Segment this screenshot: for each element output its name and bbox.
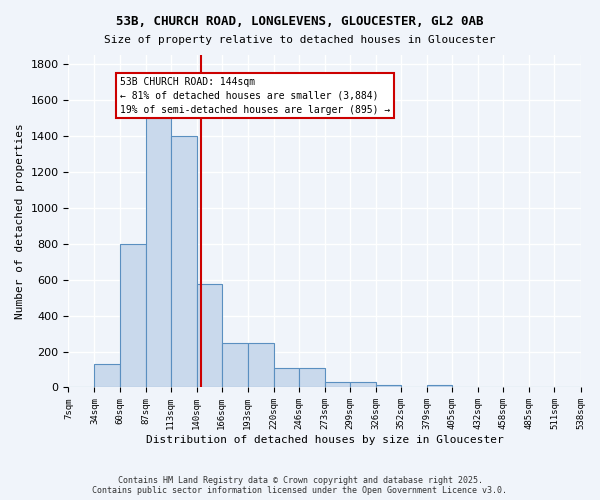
Text: Size of property relative to detached houses in Gloucester: Size of property relative to detached ho… <box>104 35 496 45</box>
Bar <box>376 385 401 388</box>
Bar <box>274 368 299 388</box>
Text: Contains HM Land Registry data © Crown copyright and database right 2025.
Contai: Contains HM Land Registry data © Crown c… <box>92 476 508 495</box>
Bar <box>146 118 170 388</box>
Text: 53B, CHURCH ROAD, LONGLEVENS, GLOUCESTER, GL2 0AB: 53B, CHURCH ROAD, LONGLEVENS, GLOUCESTER… <box>116 15 484 28</box>
X-axis label: Distribution of detached houses by size in Gloucester: Distribution of detached houses by size … <box>146 435 503 445</box>
Text: 53B CHURCH ROAD: 144sqm
← 81% of detached houses are smaller (3,884)
19% of semi: 53B CHURCH ROAD: 144sqm ← 81% of detache… <box>119 76 390 114</box>
Bar <box>325 382 350 388</box>
Bar <box>427 385 452 388</box>
Y-axis label: Number of detached properties: Number of detached properties <box>15 124 25 319</box>
Bar <box>170 136 197 388</box>
Bar <box>119 244 146 388</box>
Bar <box>94 364 119 388</box>
Bar <box>299 368 325 388</box>
Bar <box>222 342 248 388</box>
Bar <box>197 284 222 388</box>
Bar <box>350 382 376 388</box>
Bar <box>248 342 274 388</box>
